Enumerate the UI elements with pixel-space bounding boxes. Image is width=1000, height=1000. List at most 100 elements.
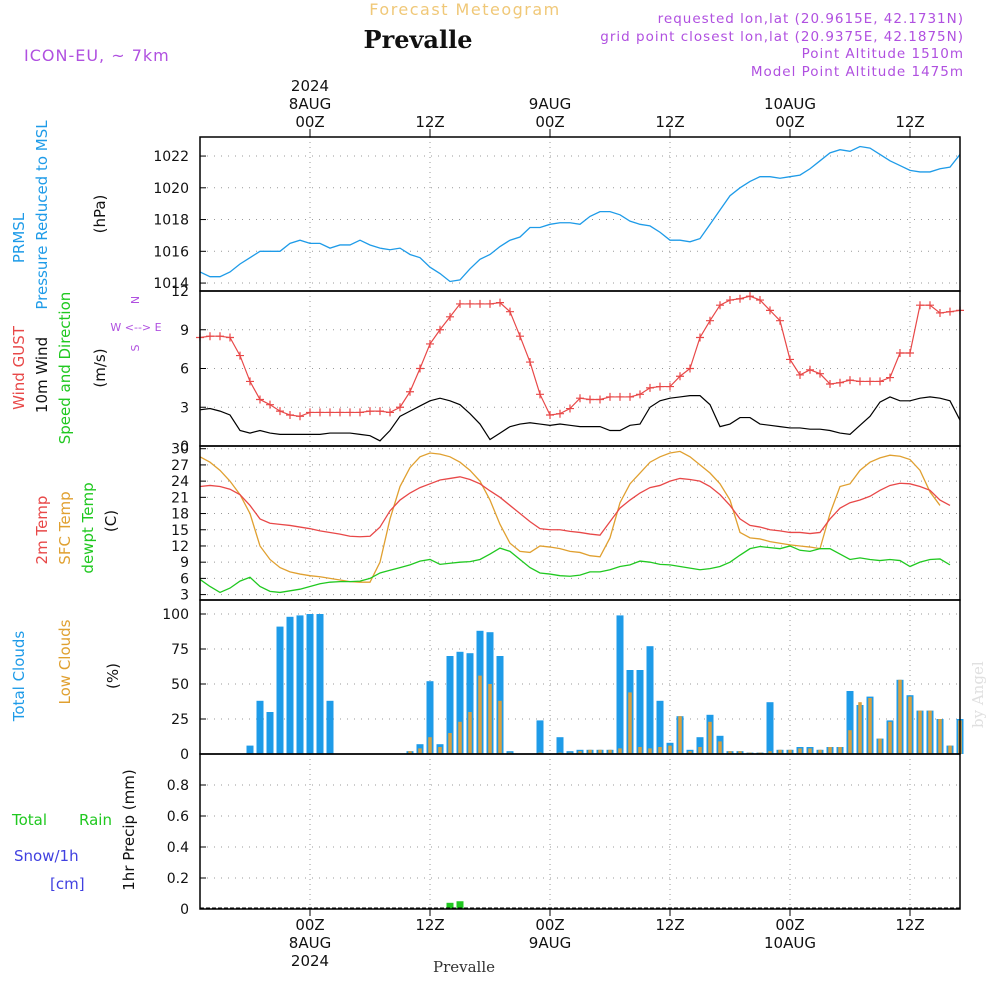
dewpoint-line — [199, 545, 951, 594]
wind-gust-point — [806, 365, 814, 374]
wind-gust-point — [206, 332, 214, 341]
wind-gust-point — [756, 296, 764, 305]
bottom-time-label-hour: 00Z — [535, 916, 564, 934]
wind-gust-point — [886, 373, 894, 382]
cloud-unit: (%) — [104, 663, 122, 689]
low-cloud-bar — [708, 721, 712, 754]
info-line-4: Model Point Altitude 1475m — [751, 64, 964, 80]
low-cloud-bar — [798, 748, 802, 754]
low-cloud-bar — [588, 749, 592, 754]
rain-bar — [446, 902, 454, 909]
low-cloud-bar — [598, 749, 602, 754]
total-cloud-bar — [306, 614, 314, 754]
y-tick-label: 27 — [171, 458, 189, 474]
wind-gust-point — [386, 408, 394, 417]
wind-gust-point — [496, 298, 504, 307]
low-cloud-bar — [828, 747, 832, 754]
low-cloud-bar — [918, 710, 922, 754]
footer-label: Prevalle — [433, 958, 495, 976]
subtitle: Forecast Meteogram — [369, 0, 560, 19]
wind-gust-point — [666, 382, 674, 391]
wind-gust-point — [416, 364, 424, 373]
precip-label-total: Total — [11, 811, 47, 829]
y-tick-label: 100 — [162, 607, 189, 623]
total-cloud-bar — [276, 626, 284, 754]
low-cloud-bar — [928, 710, 932, 754]
low-cloud-bar — [788, 749, 792, 754]
wind-gust-point — [506, 307, 514, 316]
wind-gust-point — [276, 407, 284, 416]
low-cloud-bar — [498, 700, 502, 754]
wind-gust-point — [396, 403, 404, 412]
wind-gust-point — [436, 325, 444, 334]
wind-gust-point — [636, 390, 644, 399]
wind-gust-point — [446, 312, 454, 321]
wind-gust-point — [266, 400, 274, 409]
y-tick-label: 9 — [180, 323, 189, 339]
bottom-time-label-date: 10AUG — [764, 934, 816, 952]
top-time-label-date: 10AUG — [764, 95, 816, 113]
y-tick-label: 24 — [171, 474, 189, 490]
low-cloud-bar — [578, 751, 582, 754]
wind-gust-point — [606, 392, 614, 401]
bottom-time-label-hour: 00Z — [775, 916, 804, 934]
y-tick-label: 12 — [171, 539, 189, 555]
low-cloud-bar — [438, 747, 442, 754]
temp-labels: 2m Temp SFC Temp dewpt Temp (C) — [33, 482, 120, 573]
bottom-time-label-year: 2024 — [291, 952, 329, 970]
wind-gust-point — [576, 394, 584, 403]
total-cloud-bar — [286, 616, 294, 754]
compass-s: S — [129, 344, 142, 351]
y-tick-label: 0.4 — [167, 840, 189, 856]
y-tick-label: 6 — [180, 571, 189, 587]
wind-gust-point — [226, 333, 234, 342]
y-tick-label: 25 — [171, 712, 189, 728]
wind-gust-point — [466, 299, 474, 308]
wind-gust-point — [296, 412, 304, 421]
low-cloud-bar — [408, 751, 412, 754]
panel-frame — [199, 599, 961, 755]
wind-gust-point — [836, 378, 844, 387]
wind-gust-point — [356, 408, 364, 417]
wind-gust-point — [896, 349, 904, 357]
y-tick-label: 1020 — [153, 181, 189, 197]
wind-gust-point — [816, 369, 824, 378]
wind-gust-point — [586, 395, 594, 404]
y-tick-label: 0 — [180, 902, 189, 918]
wind-gust-point — [376, 407, 384, 416]
y-tick-label: 1014 — [153, 276, 189, 292]
total-cloud-bar — [466, 653, 474, 754]
y-tick-label: 3 — [180, 400, 189, 416]
top-time-label-hour: 00Z — [535, 113, 564, 131]
low-cloud-bar — [638, 747, 642, 754]
temp-label-c: dewpt Temp — [79, 482, 97, 573]
info-line-2: grid point closest lon,lat (20.9375E, 42… — [600, 29, 964, 45]
top-time-label-date: 8AUG — [289, 95, 331, 113]
low-cloud-bar — [458, 721, 462, 754]
wind-gust-point — [286, 411, 294, 419]
total-cloud-bar — [246, 745, 254, 754]
temp-unit: (C) — [102, 510, 120, 532]
low-cloud-bar — [868, 698, 872, 754]
wind-gust-point — [936, 308, 944, 317]
wind-labels: Wind GUST 10m Wind Speed and Direction (… — [10, 292, 162, 445]
low-cloud-bar — [648, 748, 652, 754]
wind-gust-point — [736, 294, 744, 303]
low-cloud-bar — [618, 748, 622, 754]
pressure-label-a: PRMSL — [10, 212, 28, 263]
low-cloud-bar — [938, 719, 942, 754]
y-tick-label: 0 — [180, 747, 189, 763]
wind-gust-point — [556, 409, 564, 418]
low-cloud-bar — [608, 749, 612, 754]
info-line-3: Point Altitude 1510m — [802, 46, 964, 62]
precip-unit: 1hr Precip (mm) — [120, 769, 138, 890]
low-cloud-bar — [488, 684, 492, 754]
y-tick-label: 0.2 — [167, 871, 189, 887]
top-time-label-date: 9AUG — [529, 95, 571, 113]
low-cloud-bar — [808, 748, 812, 754]
pressure-unit: (hPa) — [91, 195, 109, 234]
top-time-label-hour: 12Z — [655, 113, 684, 131]
top-time-label-hour: 00Z — [775, 113, 804, 131]
total-cloud-bar — [316, 614, 324, 754]
low-cloud-bar — [468, 712, 472, 754]
